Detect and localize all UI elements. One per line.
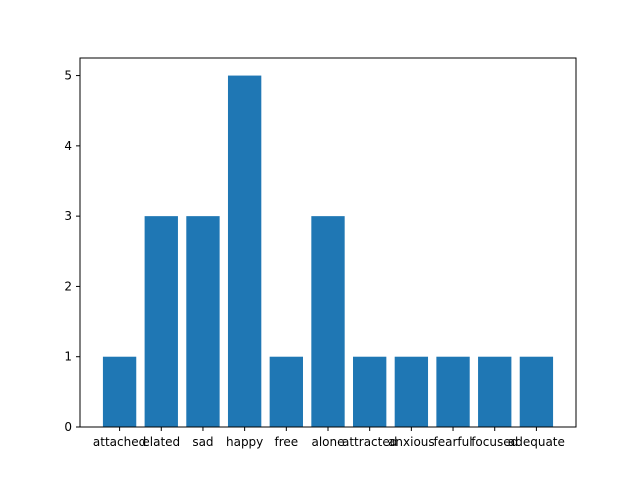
x-tick-label: elated [142,435,180,449]
y-tick-label: 4 [64,139,72,153]
y-tick-label: 0 [64,420,72,434]
bar-happy [227,75,262,427]
x-tick-label: attracted [342,435,397,449]
y-tick-label: 1 [64,350,72,364]
x-tick-label: focused [471,435,518,449]
y-tick-label: 3 [64,209,72,223]
bar-fearful [436,356,470,427]
x-tick-label: alone [311,435,344,449]
y-axis-ticks: 0 1 2 3 4 5 [64,69,80,434]
x-tick-label: fearful [434,435,473,449]
plot-frame [79,57,577,428]
bar-attached [102,356,137,427]
x-tick-label: sad [192,435,213,449]
bar-free [269,356,303,427]
bar-attracted [353,356,387,427]
x-tick-label: adequate [508,435,565,449]
x-tick-label: anxious [388,435,435,449]
x-tick-label: happy [226,435,263,449]
bar-group [102,75,554,427]
bar-focused [478,356,512,427]
bar-elated [144,216,178,427]
bar-alone [311,216,345,427]
x-tick-label: free [274,435,298,449]
bar-anxious [394,356,429,427]
bar-sad [186,216,220,427]
y-tick-label: 2 [64,279,72,293]
bar-adequate [519,356,554,427]
x-tick-label: attached [93,435,146,449]
y-tick-label: 5 [64,69,72,83]
